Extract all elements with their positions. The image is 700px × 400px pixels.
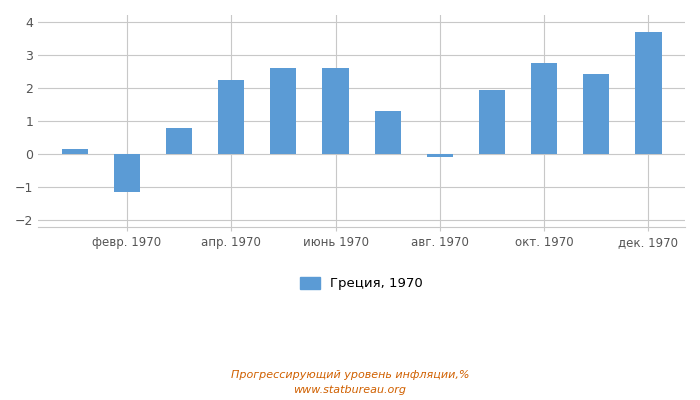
Bar	[166, 128, 192, 154]
Bar	[218, 80, 244, 154]
Text: www.statbureau.org: www.statbureau.org	[293, 385, 407, 395]
Bar	[114, 154, 140, 192]
Bar	[427, 154, 453, 158]
Legend: Греция, 1970: Греция, 1970	[295, 272, 428, 296]
Text: Прогрессирующий уровень инфляции,%: Прогрессирующий уровень инфляции,%	[231, 370, 469, 380]
Bar	[270, 68, 296, 154]
Bar	[62, 149, 88, 154]
Bar	[583, 74, 610, 154]
Bar	[531, 63, 557, 154]
Bar	[323, 68, 349, 154]
Bar	[636, 32, 662, 154]
Bar	[479, 90, 505, 154]
Bar	[374, 111, 400, 154]
